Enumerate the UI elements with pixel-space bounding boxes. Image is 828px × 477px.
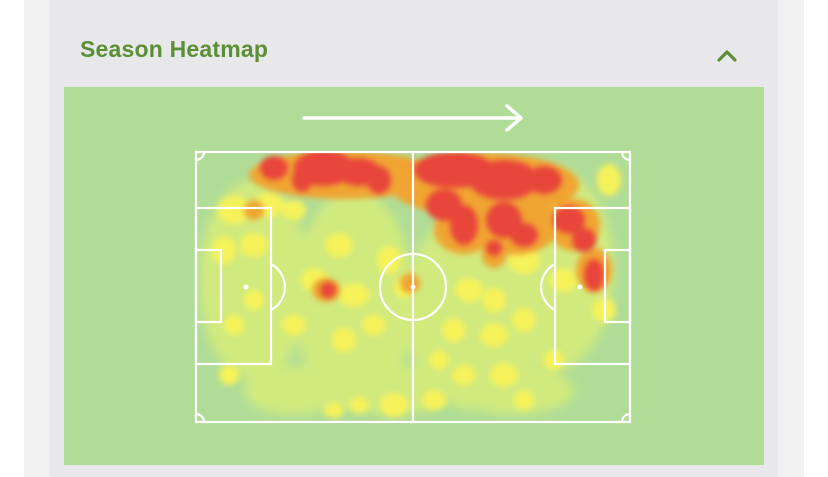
collapse-button[interactable]: [710, 38, 744, 72]
card-header[interactable]: Season Heatmap: [50, 0, 778, 87]
chevron-up-icon: [717, 50, 737, 62]
heatmap-area: [64, 87, 764, 465]
football-pitch: [194, 150, 632, 424]
card-title: Season Heatmap: [80, 36, 269, 62]
heatmap-layer: [199, 152, 621, 418]
right-arrow-icon: [302, 104, 523, 132]
season-heatmap-card: Season Heatmap: [50, 0, 778, 477]
